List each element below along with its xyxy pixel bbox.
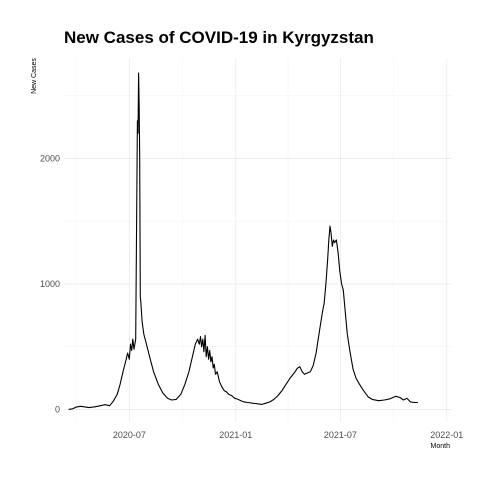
series-line-new-cases <box>68 72 418 410</box>
x-tick-label: 2021-07 <box>324 430 357 440</box>
y-tick-label: 1000 <box>40 279 60 289</box>
y-tick-label: 2000 <box>40 153 60 163</box>
x-tick-label: 2020-07 <box>113 430 146 440</box>
chart-title: New Cases of COVID-19 in Kyrgyzstan <box>64 28 374 47</box>
tick-labels: 0 1000 2000 2020-07 2021-01 2021-07 2022-01 <box>40 153 463 440</box>
y-axis-label: New Cases <box>31 58 38 94</box>
gridlines <box>64 58 452 422</box>
x-tick-label: 2021-01 <box>219 430 252 440</box>
x-tick-label: 2022-01 <box>430 430 463 440</box>
x-axis-label: Month <box>431 443 451 450</box>
y-tick-label: 0 <box>55 404 60 414</box>
